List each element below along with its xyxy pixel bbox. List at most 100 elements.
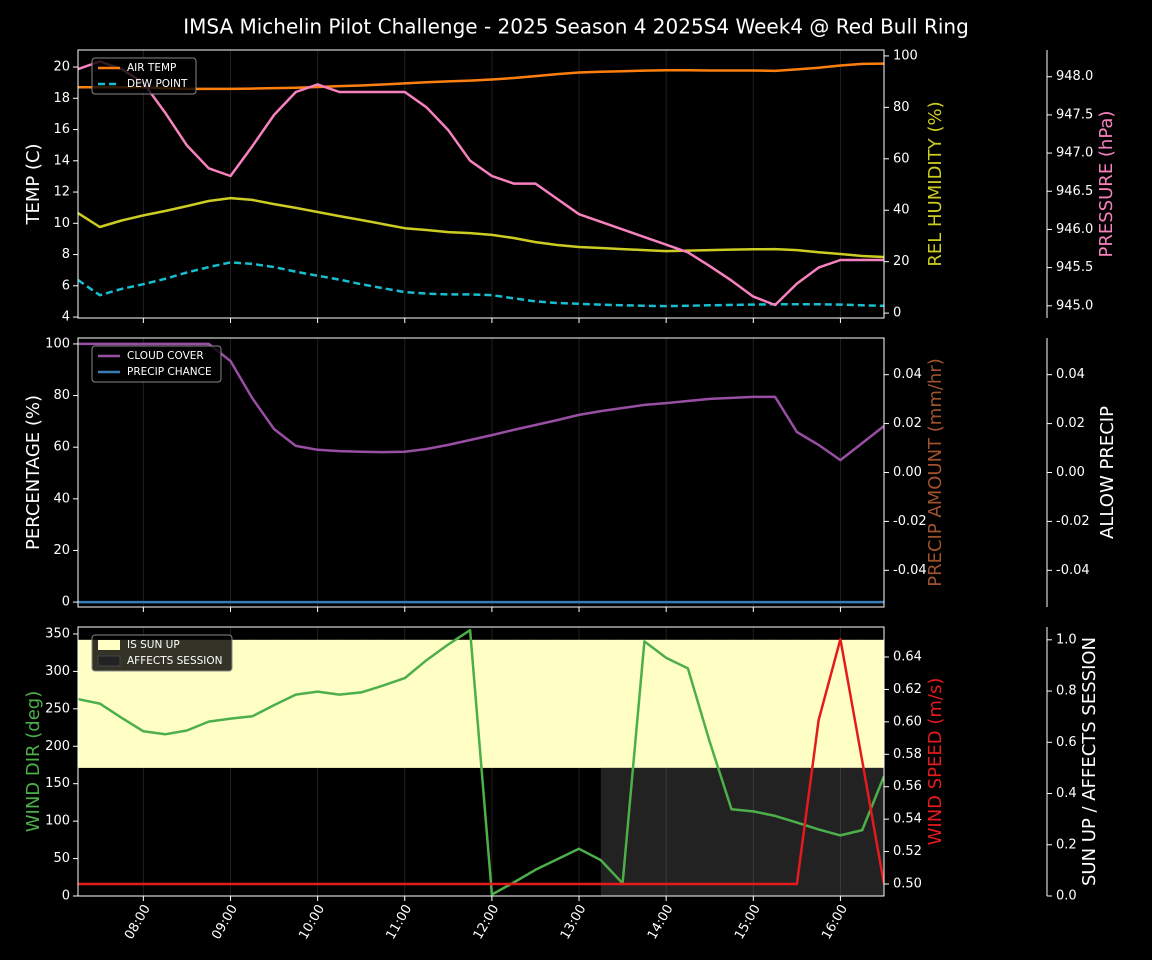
band: [622, 767, 645, 896]
band: [622, 639, 645, 768]
band: [317, 639, 340, 768]
y-tick-label: 945.5: [1056, 260, 1093, 275]
series-line: [78, 261, 884, 308]
band: [143, 639, 166, 768]
y-tick-label: 12: [53, 185, 70, 200]
axis-label: PRESSURE (hPa): [1096, 111, 1117, 258]
plot-content: [78, 627, 884, 896]
band: [731, 767, 754, 896]
y-tick-label: 945.0: [1056, 298, 1093, 313]
y-tick-label: 0.60: [893, 714, 922, 729]
band: [666, 767, 689, 896]
y-tick-label: -0.02: [1056, 514, 1090, 529]
band: [709, 767, 733, 896]
y-tick-label: 20: [53, 60, 70, 75]
band: [775, 767, 798, 896]
chart-title: IMSA Michelin Pilot Challenge - 2025 Sea…: [183, 15, 969, 39]
band: [796, 767, 820, 896]
band: [666, 639, 689, 768]
series-line: [78, 62, 884, 91]
band: [753, 639, 776, 768]
y-tick-label: 200: [45, 739, 70, 754]
y-tick-label: 0.02: [1056, 416, 1085, 431]
y-tick-label: 946.5: [1056, 184, 1093, 199]
band: [361, 639, 384, 768]
axis-label: REL HUMIDITY (%): [925, 101, 946, 266]
band: [753, 767, 776, 896]
y-tick-label: 150: [45, 776, 70, 791]
band: [862, 639, 884, 768]
y-tick-label: 0.54: [893, 812, 922, 827]
y-tick-label: 18: [53, 91, 70, 106]
axis-label: PRECIP AMOUNT (mm/hr): [925, 358, 946, 587]
legend-label: AIR TEMP: [127, 62, 176, 74]
series-line: [78, 196, 884, 259]
legend-box: [91, 345, 222, 383]
plot-area: [78, 50, 884, 318]
band: [579, 639, 602, 768]
y-tick-label: 0.02: [893, 416, 922, 431]
y-tick-label: 0.4: [1056, 786, 1077, 801]
y-tick-label: 350: [45, 626, 70, 641]
y-tick-label: 60: [893, 151, 910, 166]
y-tick-label: 40: [893, 203, 910, 218]
band: [818, 639, 841, 768]
band: [252, 639, 275, 768]
y-tick-label: 0.64: [893, 649, 922, 664]
axis-label: TEMP (C): [23, 143, 44, 225]
band: [208, 639, 231, 768]
y-tick-label: 10: [53, 216, 70, 231]
band: [448, 639, 471, 768]
legend-swatch: [97, 655, 121, 667]
y-tick-label: 100: [893, 48, 918, 63]
y-tick-label: 0.8: [1056, 684, 1077, 699]
axis-label: WIND DIR (deg): [23, 691, 44, 833]
y-tick-label: 947.0: [1056, 146, 1093, 161]
y-tick-label: 0.04: [1056, 367, 1085, 382]
y-tick-label: 100: [45, 336, 70, 351]
legend-label: PRECIP CHANCE: [127, 366, 212, 378]
y-tick-label: -0.04: [893, 563, 927, 578]
band: [295, 639, 319, 768]
y-tick-label: 0.6: [1056, 735, 1077, 750]
y-tick-label: 0: [62, 889, 70, 904]
y-tick-label: 0.52: [893, 844, 922, 859]
y-tick-label: 1.0: [1056, 632, 1077, 647]
y-tick-label: 0.00: [1056, 465, 1085, 480]
band: [535, 639, 558, 768]
band: [382, 639, 406, 768]
plot-area: [78, 338, 884, 607]
plot-content: [78, 50, 884, 318]
y-tick-label: 20: [53, 543, 70, 558]
band: [426, 639, 449, 768]
band: [709, 639, 733, 768]
legend-swatch: [98, 640, 120, 650]
y-tick-label: 60: [53, 440, 70, 455]
y-tick-label: 80: [893, 100, 910, 115]
legend-label: AFFECTS SESSION: [127, 655, 223, 667]
band: [687, 767, 711, 896]
band: [862, 767, 884, 896]
y-tick-label: 0.2: [1056, 837, 1077, 852]
band: [165, 639, 188, 768]
y-tick-label: 50: [53, 851, 70, 866]
y-tick-label: 40: [53, 491, 70, 506]
y-tick-label: 0.50: [893, 877, 922, 892]
series-line: [78, 60, 884, 307]
series-line: [78, 637, 884, 886]
legend-label: CLOUD COVER: [127, 350, 204, 362]
band: [644, 639, 667, 768]
legend-label: IS SUN UP: [127, 639, 180, 651]
band: [230, 639, 253, 768]
axis-label: SUN UP / AFFECTS SESSION: [1079, 637, 1100, 886]
band: [78, 639, 101, 768]
y-tick-label: 16: [53, 122, 70, 137]
y-tick-label: 947.5: [1056, 107, 1093, 122]
y-tick-label: 100: [45, 814, 70, 829]
band: [644, 767, 667, 896]
y-tick-label: 0.56: [893, 779, 922, 794]
band: [470, 639, 493, 768]
y-tick-label: 0.0: [1056, 889, 1077, 904]
